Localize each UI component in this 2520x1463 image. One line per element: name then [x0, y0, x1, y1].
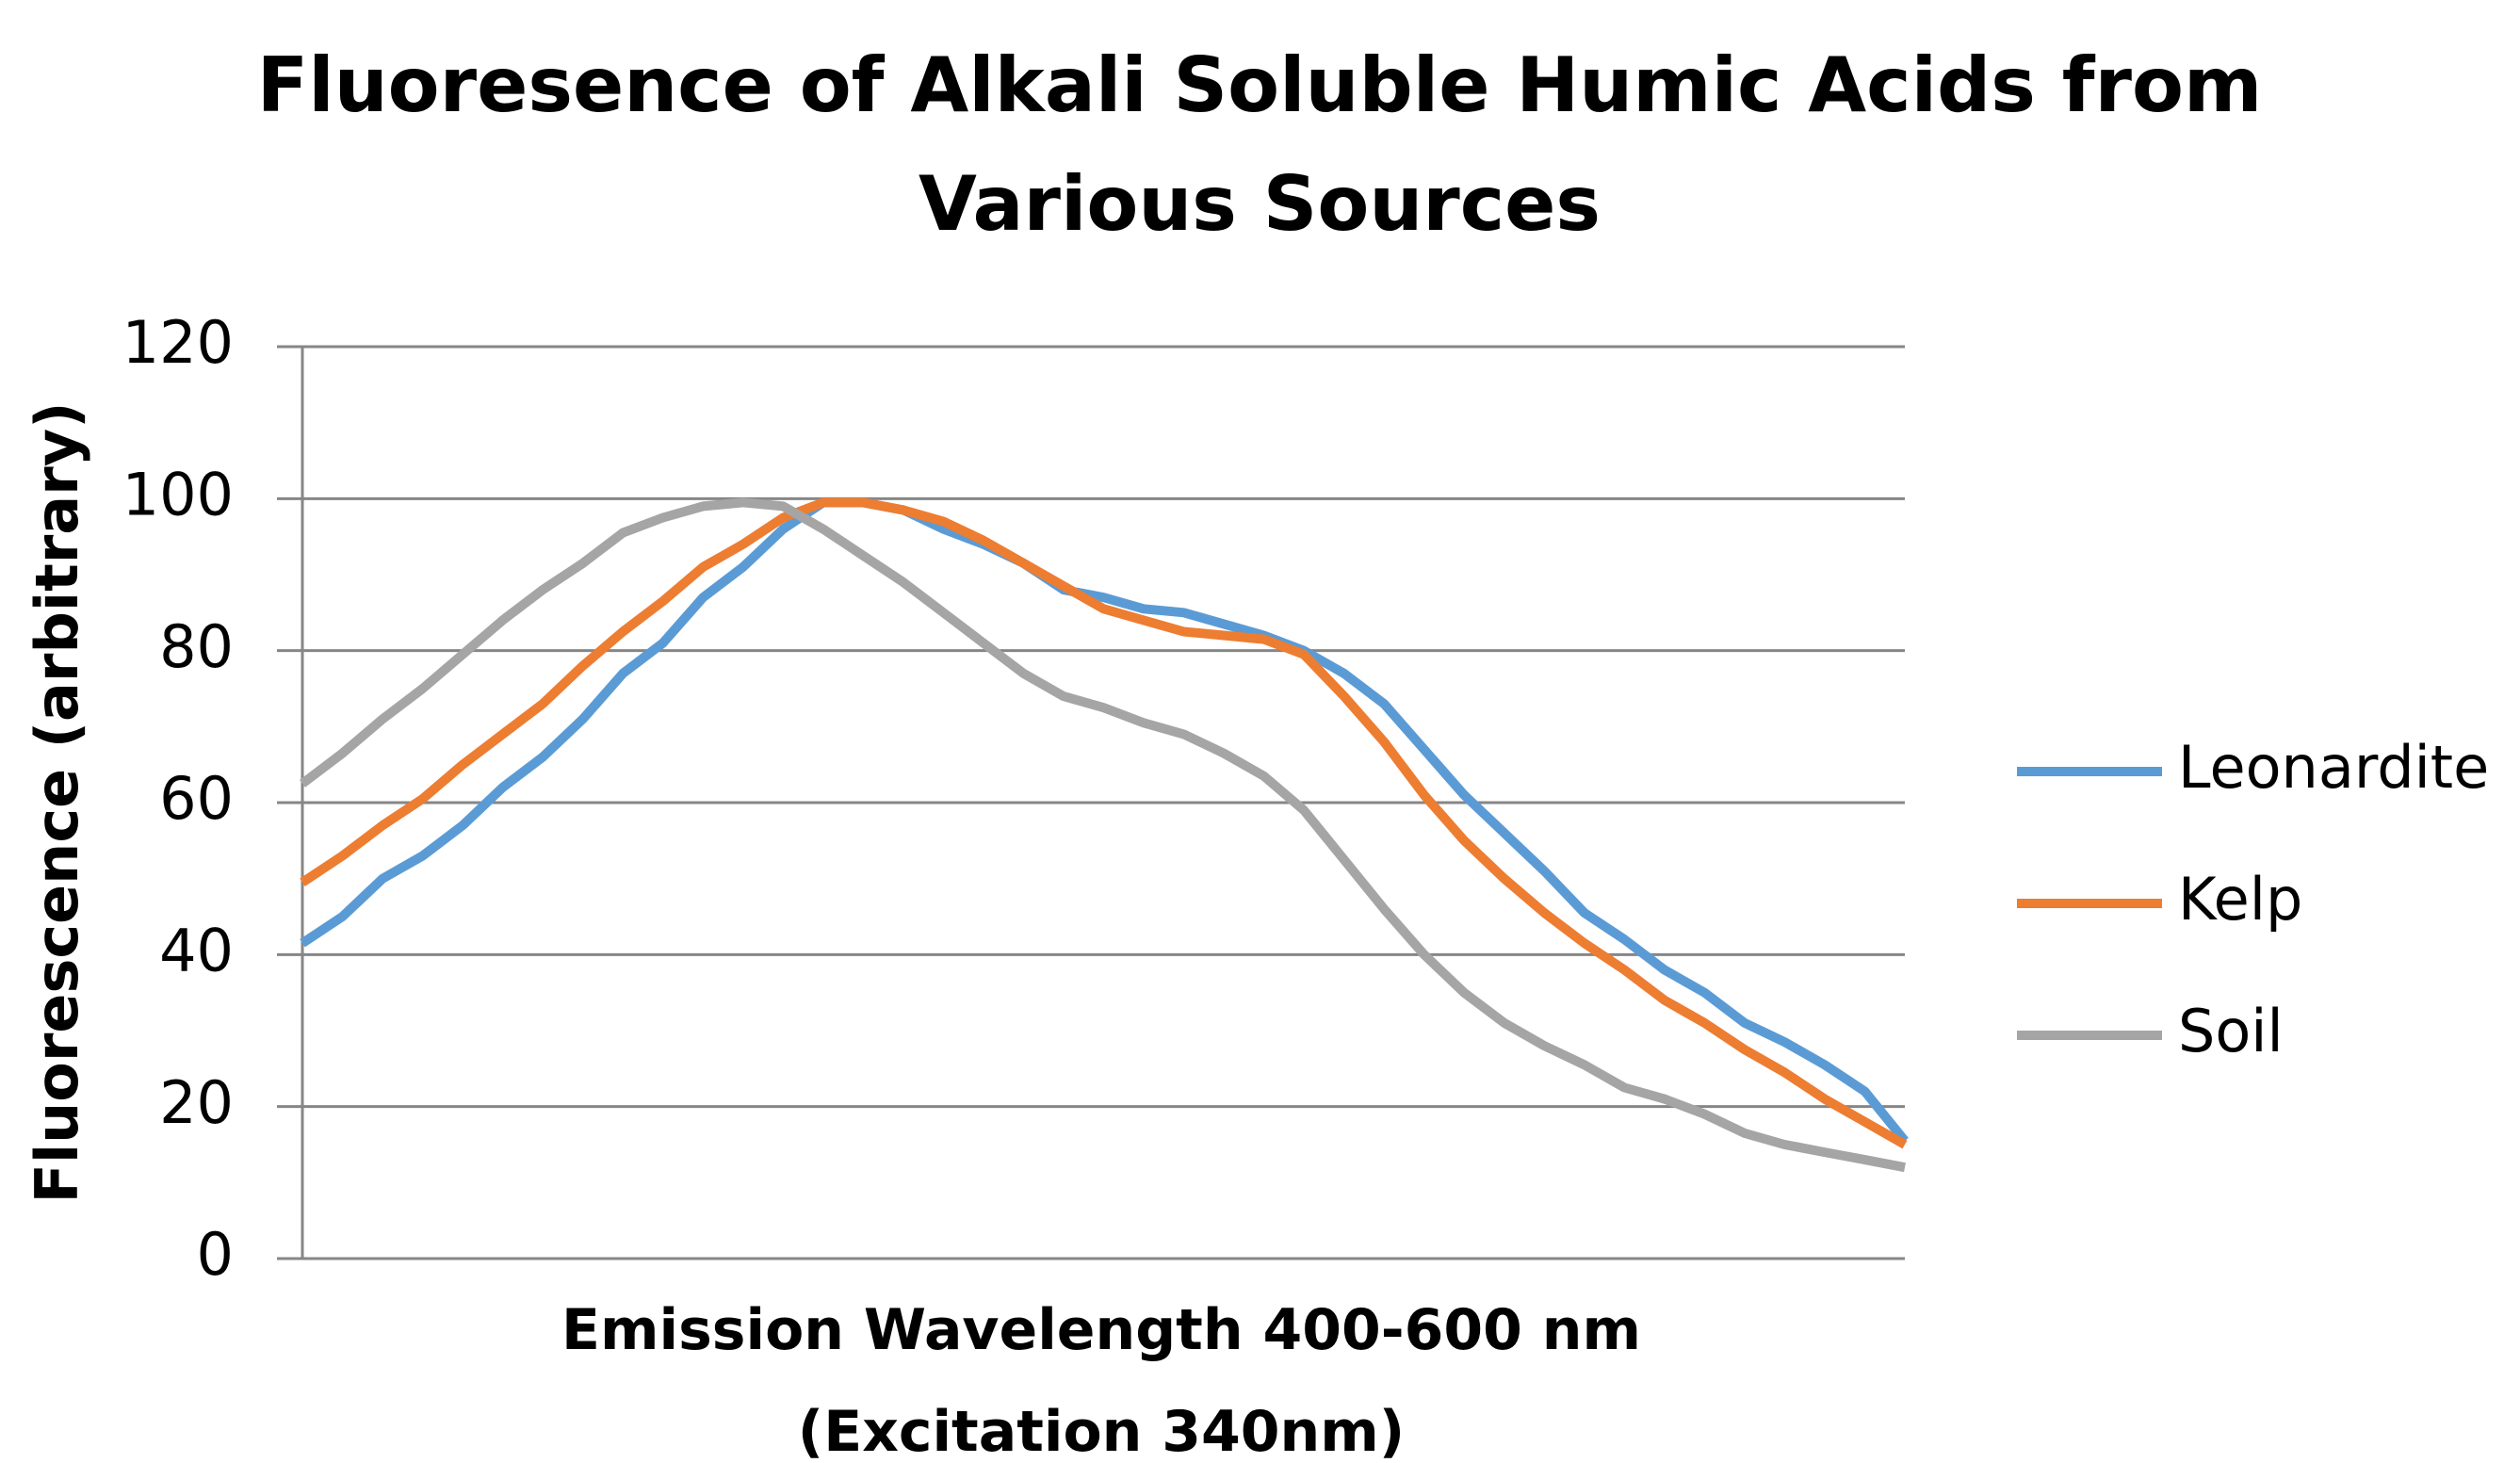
legend-label: Leonardite: [2178, 733, 2489, 802]
y-axis-title: Fluorescence (arbitrary): [23, 402, 91, 1204]
y-tick-label: 120: [122, 308, 234, 377]
y-tick-label: 80: [159, 612, 234, 681]
y-tick-label: 40: [159, 916, 234, 984]
series-line: [299, 497, 1906, 1173]
y-tick-label: 20: [159, 1068, 234, 1137]
y-tick-label: 60: [159, 764, 234, 833]
legend-label: Kelp: [2178, 865, 2302, 934]
x-axis-title: Emission Wavelength 400-600 nm (Excitati…: [561, 1297, 1641, 1463]
series-line: [300, 497, 1909, 1145]
legend-label: Soil: [2178, 997, 2284, 1065]
series-line: [300, 497, 1908, 1149]
y-tick-label: 100: [122, 460, 234, 528]
y-tick-label: 0: [197, 1220, 234, 1289]
chart-title: Fluoresence of Alkali Soluble Humic Acid…: [256, 41, 2263, 248]
